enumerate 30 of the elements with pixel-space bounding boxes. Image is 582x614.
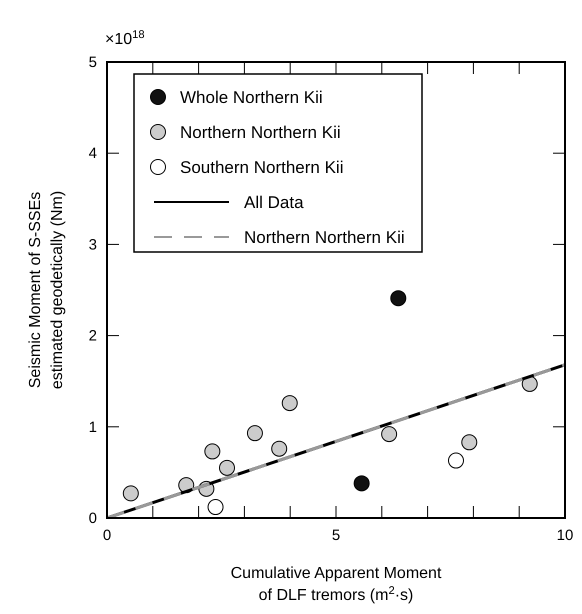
- y-axis-title: Seismic Moment of S-SSEs estimated geodetically (Nm): [27, 190, 66, 390]
- legend-label: All Data: [244, 193, 304, 212]
- y-tick-label: 3: [88, 236, 97, 254]
- y-tick-label: 1: [88, 418, 97, 436]
- x-tick-label: 5: [332, 527, 340, 544]
- legend-label: Northern Northern Kii: [180, 123, 341, 142]
- point: [390, 290, 406, 306]
- point: [218, 460, 235, 476]
- point: [354, 475, 370, 492]
- x-tick-label: 10: [556, 527, 574, 544]
- legend-label: Southern Northern Kii: [180, 158, 344, 177]
- point: [282, 395, 298, 412]
- point: [122, 485, 139, 502]
- point: [204, 443, 220, 460]
- legend-label: Northern Northern Kii: [244, 228, 405, 247]
- point: [381, 426, 398, 442]
- point: [522, 376, 538, 392]
- point: [246, 425, 263, 442]
- x-axis-title: Cumulative Apparent Moment of DLF tremors (m$^{2}$·s): [230, 565, 442, 604]
- point: [271, 440, 288, 457]
- point: [448, 452, 464, 469]
- legend-label: Whole Northern Kii: [180, 88, 323, 107]
- y-tick-label: 5: [88, 54, 97, 71]
- point: [461, 434, 478, 450]
- text: ×10$^{18}$: [105, 29, 145, 48]
- x-tick-label: 0: [102, 527, 112, 544]
- y-tick-label: 0: [88, 510, 97, 527]
- y-tick-label: 2: [88, 328, 97, 345]
- y-tick-label: 4: [88, 145, 97, 162]
- point: [208, 499, 224, 516]
